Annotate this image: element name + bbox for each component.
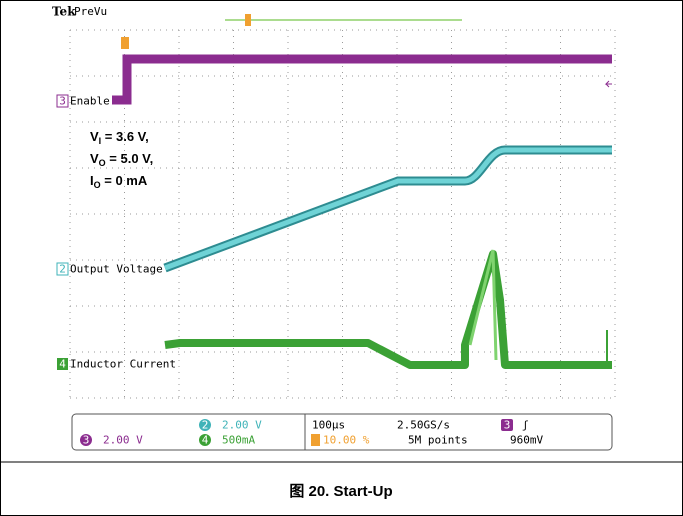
ch3-label: Enable bbox=[70, 95, 110, 108]
trigger-level: 960mV bbox=[510, 434, 543, 447]
sample-rate: 2.50GS/s bbox=[397, 419, 450, 432]
trigger-slope: ʃ bbox=[522, 419, 529, 432]
brand: Tek bbox=[52, 5, 76, 19]
record-length: 5M points bbox=[408, 434, 468, 447]
ch4-scale: 500mA bbox=[222, 434, 255, 447]
ch4-number: 4 bbox=[59, 358, 66, 371]
ch3-scale: 2.00 V bbox=[103, 434, 143, 447]
mode: PreVu bbox=[74, 5, 107, 18]
timebase: 100µs bbox=[312, 419, 345, 432]
ch3-number: 3 bbox=[59, 95, 66, 108]
ch3-readout-number: 3 bbox=[83, 434, 90, 447]
trigger-marker bbox=[121, 37, 129, 49]
trigger-source: 3 bbox=[504, 419, 511, 432]
ch4-readout-number: 4 bbox=[202, 434, 209, 447]
caption: 图 20. Start-Up bbox=[289, 483, 392, 500]
ch4-label: Inductor Current bbox=[70, 358, 176, 371]
view-marker bbox=[245, 14, 251, 26]
figure: Tek PreVu 3 Enable 2 Output Voltage 4 In… bbox=[0, 0, 683, 516]
trigger-position: 10.00 % bbox=[323, 434, 370, 447]
ch2-label: Output Voltage bbox=[70, 263, 163, 276]
ch2-number: 2 bbox=[59, 263, 66, 276]
trigger-position-icon bbox=[311, 434, 320, 446]
ch2-readout-number: 2 bbox=[202, 419, 209, 432]
ch2-scale: 2.00 V bbox=[222, 419, 262, 432]
